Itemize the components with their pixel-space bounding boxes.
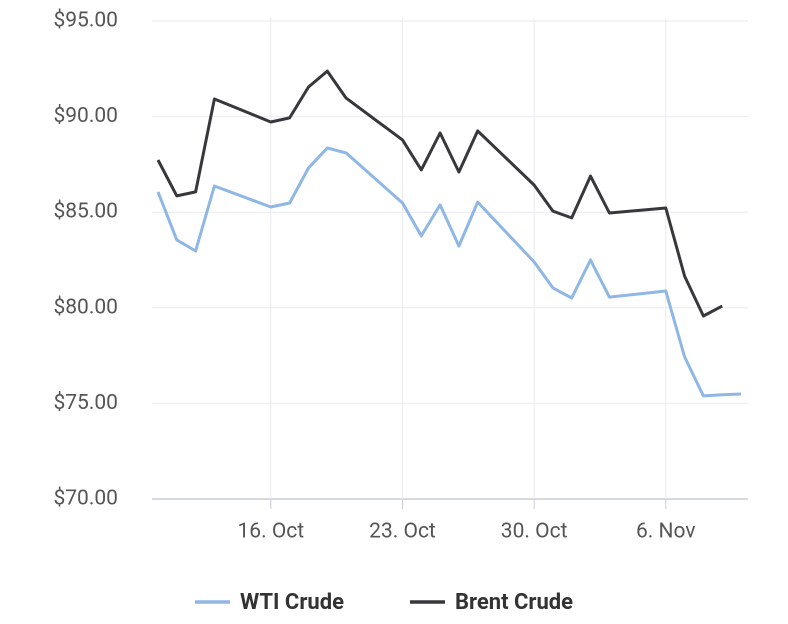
y-tick-label: $70.00 [53,487,118,511]
legend-label: WTI Crude [240,590,344,615]
x-tick-label: 30. Oct [501,520,568,544]
y-tick-label: $85.00 [53,200,118,224]
legend-label: Brent Crude [455,590,573,615]
x-tick-label: 16. Oct [238,520,305,544]
y-tick-label: $95.00 [53,9,118,33]
x-tick-label: 23. Oct [369,520,436,544]
series-line [156,69,723,318]
y-tick-label: $75.00 [53,391,118,415]
y-tick-label: $90.00 [53,104,118,128]
y-tick-label: $80.00 [53,295,118,319]
x-tick-label: 6. Nov [636,520,696,544]
series-line [156,146,742,398]
